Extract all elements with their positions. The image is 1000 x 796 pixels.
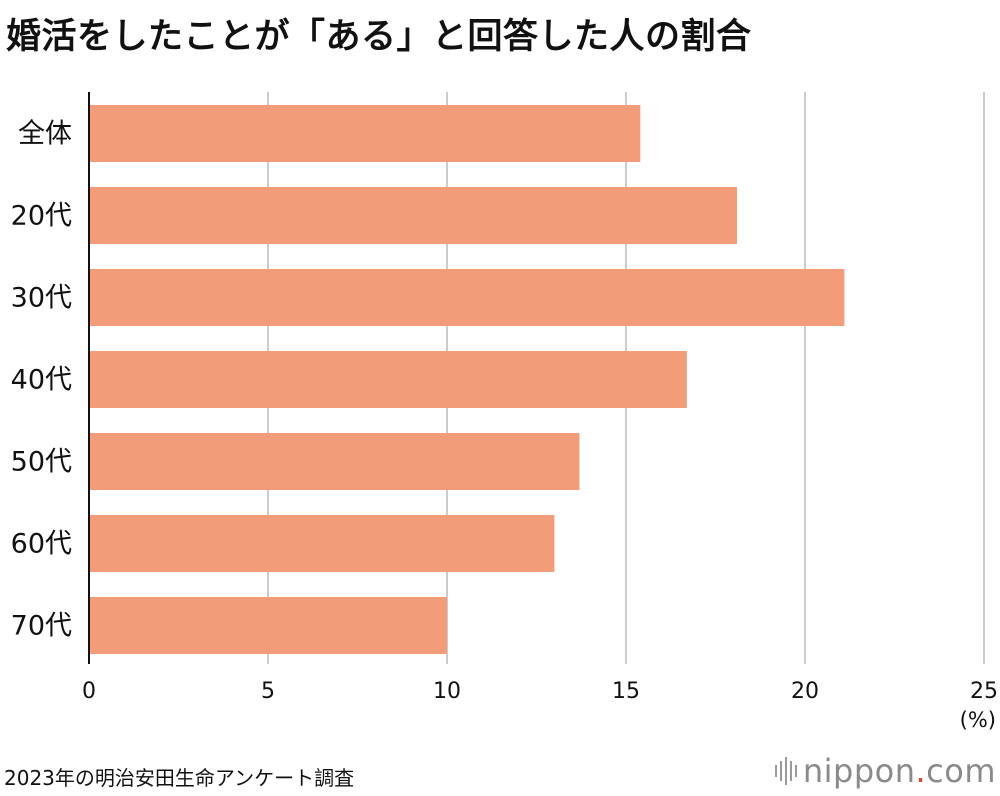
logo-mark-icon [774, 754, 797, 788]
bar-4 [89, 433, 580, 490]
x-tick-label: 20 [791, 679, 819, 704]
category-label: 70代 [11, 611, 72, 642]
logo-name: nippon [802, 752, 916, 790]
chart-title: 婚活をしたことが「ある」と回答した人の割合 [6, 17, 752, 57]
category-label: 60代 [11, 529, 72, 560]
logo-dot: . [915, 752, 927, 790]
bar-6 [89, 597, 447, 654]
bar-5 [89, 515, 555, 572]
logo-text: nippon.com [803, 752, 996, 790]
bar-0 [89, 105, 641, 162]
bar-2 [89, 269, 845, 326]
category-label: 40代 [11, 365, 72, 396]
x-tick-label: 15 [612, 679, 640, 704]
x-tick-label: 5 [261, 679, 275, 704]
x-axis-unit: (%) [960, 708, 996, 732]
category-labels: 全体 20代 30代 40代 50代 60代 70代 [11, 119, 72, 642]
bar-3 [89, 351, 687, 408]
category-label: 50代 [11, 447, 72, 478]
bar-1 [89, 187, 737, 244]
source-note: 2023年の明治安田生命アンケート調査 [4, 766, 355, 790]
x-tick-label: 0 [82, 679, 96, 704]
category-label: 20代 [11, 201, 72, 232]
x-tick-label: 25 [970, 679, 998, 704]
bars [89, 105, 845, 654]
nippon-logo: nippon.com [774, 752, 996, 790]
x-tick-label: 10 [433, 679, 461, 704]
x-tick-labels: 0 5 10 15 20 25 [82, 679, 998, 704]
category-label: 全体 [18, 119, 72, 150]
logo-tld: com [926, 752, 996, 790]
category-label: 30代 [11, 283, 72, 314]
